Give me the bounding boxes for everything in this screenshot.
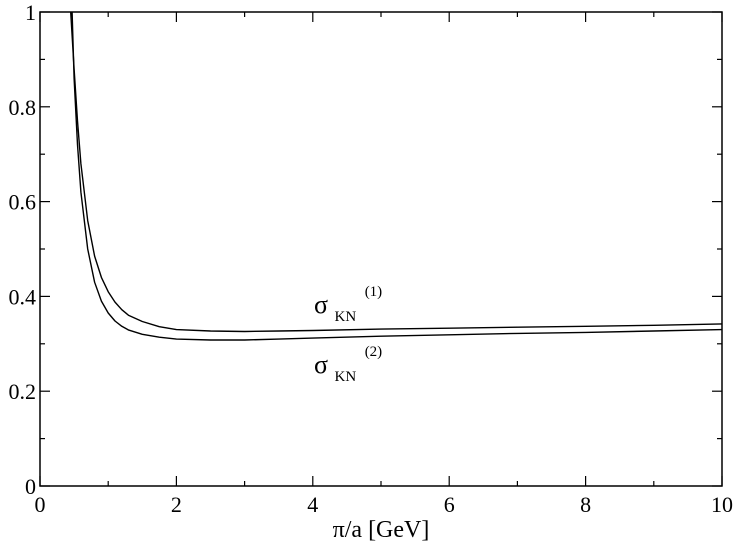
series-lines: [70, 11, 723, 341]
series-label-2: σ KN (2): [314, 344, 382, 387]
series-label-1: σ KN (1): [314, 284, 382, 327]
x-tick-label: 2: [171, 492, 182, 517]
y-tick-label: 0: [25, 474, 36, 499]
y-tick-label: 0.2: [9, 379, 37, 404]
tick-labels: 0 2 4 6 8 10 0 0.2 0.4 0.6 0.8 1: [9, 0, 734, 517]
series-label-1-base: σ: [314, 290, 328, 319]
series-label-1-sub: KN: [335, 309, 357, 325]
series-label-2-sub: KN: [335, 369, 357, 385]
x-tick-label: 8: [580, 492, 591, 517]
y-tick-label: 0.6: [9, 190, 37, 215]
x-axis-label: π/a [GeV]: [333, 517, 430, 543]
x-tick-label: 10: [711, 492, 733, 517]
y-tick-label: 0.8: [9, 95, 37, 120]
series-label-2-sup: (2): [365, 344, 383, 360]
axis-ticks: [39, 11, 723, 487]
x-tick-label: 4: [307, 492, 318, 517]
x-tick-label: 6: [444, 492, 455, 517]
series-line-2: [71, 11, 723, 341]
series-label-1-sup: (1): [365, 284, 383, 300]
series-label-2-base: σ: [314, 350, 328, 379]
plot-frame: [39, 11, 723, 487]
series-line-1: [70, 11, 723, 333]
y-tick-label: 1: [25, 0, 36, 25]
x-tick-label: 0: [35, 492, 46, 517]
y-tick-label: 0.4: [9, 284, 37, 309]
